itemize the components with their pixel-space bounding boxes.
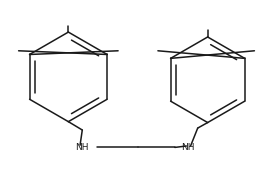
Text: NH: NH	[76, 143, 89, 152]
Text: NH: NH	[181, 143, 195, 152]
